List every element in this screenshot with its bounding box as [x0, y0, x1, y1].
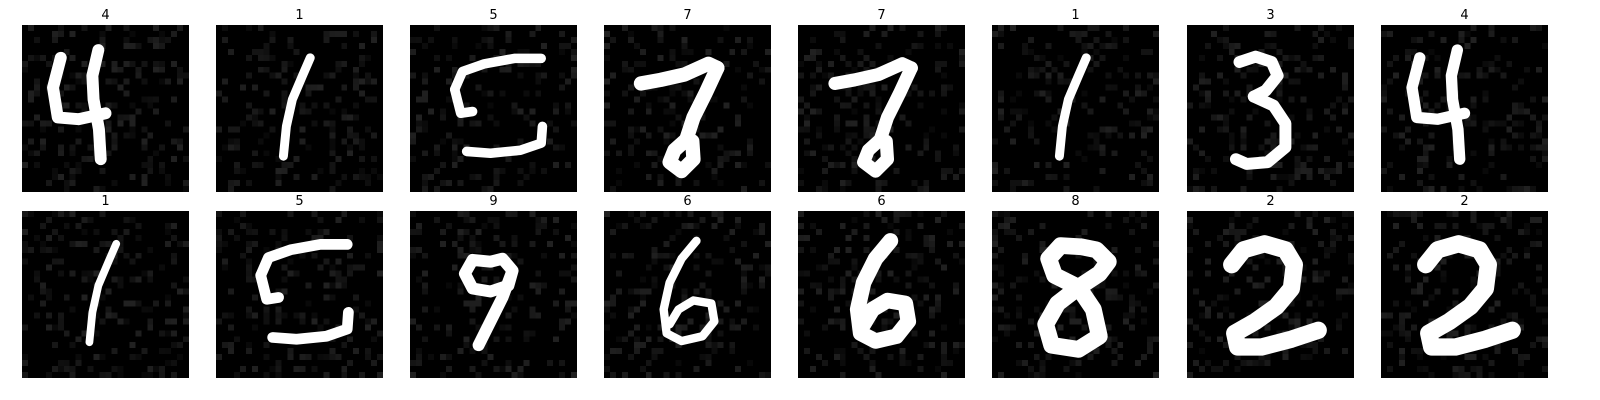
sample-label: 2	[1266, 194, 1275, 209]
digit-strokes	[849, 233, 917, 349]
digit-stroke	[458, 252, 519, 298]
digit-image	[22, 25, 189, 192]
digit-stroke	[659, 236, 719, 346]
sample-label: 1	[1071, 8, 1080, 23]
background-noise	[410, 211, 577, 378]
digit-stroke	[449, 53, 546, 95]
digit-stroke	[857, 132, 895, 178]
sample-label: 7	[877, 8, 886, 23]
digit-stroke	[1417, 235, 1521, 356]
digit-stroke	[849, 233, 917, 349]
sample-label: 2	[1460, 194, 1469, 209]
digit-strokes	[1417, 235, 1521, 356]
sample-label: 9	[489, 194, 498, 209]
digit-stroke	[267, 307, 354, 345]
sample-label: 4	[101, 8, 110, 23]
digit-stroke	[1037, 278, 1108, 358]
digit-image	[410, 25, 577, 192]
digit-stroke	[662, 132, 701, 179]
digit-strokes	[1229, 50, 1292, 170]
sample-label: 5	[489, 8, 498, 23]
digit-stroke	[85, 239, 121, 347]
digit-strokes	[1406, 44, 1471, 165]
digit-stroke	[1445, 44, 1466, 165]
sample-label: 7	[683, 8, 692, 23]
digit-image	[1381, 25, 1548, 192]
digit-image	[22, 211, 189, 378]
background-noise	[1381, 211, 1548, 378]
digit-image	[992, 211, 1159, 378]
digit-strokes	[458, 252, 519, 352]
digit-strokes	[633, 56, 725, 179]
digit-image	[604, 25, 771, 192]
digit-stroke	[828, 57, 918, 91]
digit-strokes	[85, 239, 121, 347]
background-noise	[216, 25, 383, 192]
background-noise	[992, 25, 1159, 192]
digit-image	[798, 25, 965, 192]
background-noise	[604, 25, 771, 192]
digit-stroke	[873, 61, 918, 147]
sample-label: 4	[1460, 8, 1469, 23]
digit-stroke	[1229, 90, 1292, 170]
digit-strokes	[1054, 53, 1091, 161]
digit-strokes	[1223, 235, 1327, 356]
digit-stroke	[449, 84, 478, 119]
sample-label: 1	[101, 194, 110, 209]
sample-label: 1	[295, 8, 304, 23]
digit-strokes	[1037, 237, 1117, 358]
digit-strokes	[828, 57, 918, 178]
digit-stroke	[1223, 235, 1327, 356]
digit-stroke	[255, 270, 284, 305]
digit-stroke	[255, 239, 353, 281]
sample-label: 5	[295, 194, 304, 209]
digit-image	[798, 211, 965, 378]
digit-strokes	[47, 44, 112, 166]
digit-image	[604, 211, 771, 378]
digit-strokes	[659, 236, 719, 346]
sample-label: 3	[1266, 8, 1275, 23]
digit-image	[216, 25, 383, 192]
digit-image	[1187, 211, 1354, 378]
digit-stroke	[1406, 52, 1471, 125]
digit-image	[1187, 25, 1354, 192]
digit-image	[410, 211, 577, 378]
digit-stroke	[278, 53, 315, 161]
background-noise	[22, 211, 189, 378]
digit-stroke	[461, 121, 548, 159]
sample-label: 8	[1071, 194, 1080, 209]
sample-label: 6	[877, 194, 886, 209]
sample-label: 6	[683, 194, 692, 209]
digit-stroke	[86, 44, 107, 166]
background-noise	[410, 25, 577, 192]
background-noise	[216, 211, 383, 378]
digit-stroke	[472, 267, 518, 352]
digit-image	[216, 211, 383, 378]
digit-stroke	[47, 51, 112, 126]
digit-strokes	[255, 239, 354, 345]
digit-image	[992, 25, 1159, 192]
digit-stroke	[1233, 50, 1284, 103]
digit-strokes	[449, 53, 548, 159]
digit-image	[1381, 211, 1548, 378]
digit-stroke	[1054, 53, 1091, 161]
digit-strokes	[278, 53, 315, 161]
digit-stroke	[679, 60, 725, 147]
